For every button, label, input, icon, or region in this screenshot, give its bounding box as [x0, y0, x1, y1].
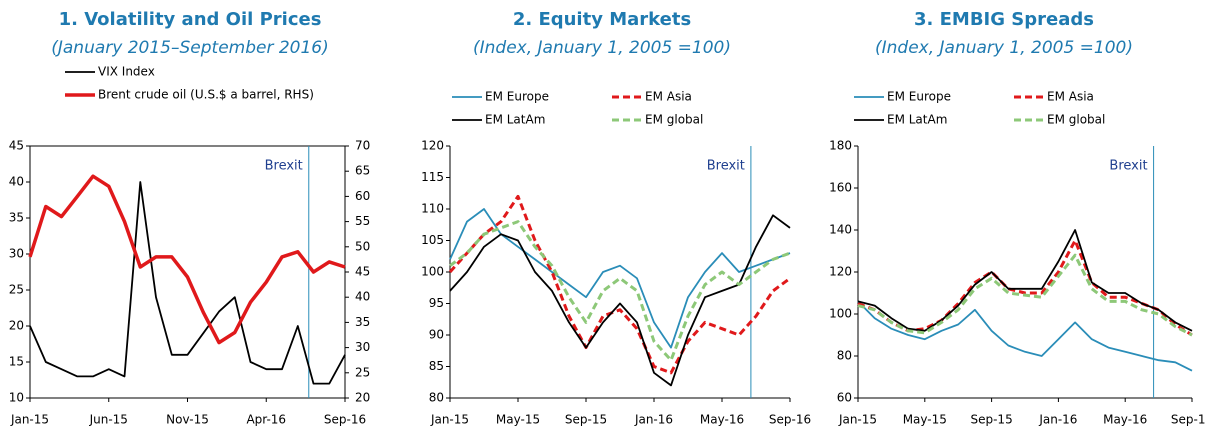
- chart-subtitle: (January 2015–September 2016): [51, 38, 329, 58]
- y2-tick-label: 40: [355, 290, 370, 304]
- y-tick-label: 115: [421, 170, 444, 184]
- x-tick-label: Jun-15: [89, 413, 128, 427]
- y-tick-label: 120: [421, 139, 444, 153]
- data-line: [857, 239, 1193, 337]
- data-line: [448, 194, 791, 375]
- x-tick-label: Jan-15: [10, 413, 49, 427]
- annotation-text: Brexit: [1109, 159, 1147, 174]
- data-line: [857, 253, 1193, 337]
- y-tick-label: 10: [9, 391, 24, 405]
- chart-title: 1. Volatility and Oil Prices: [59, 9, 322, 30]
- y-tick-label: 180: [829, 139, 852, 153]
- y2-tick-label: 30: [355, 340, 370, 354]
- data-line: [857, 229, 1193, 332]
- y2-tick-label: 65: [355, 164, 370, 178]
- data-line: [449, 208, 791, 349]
- chart-title: 3. EMBIG Spreads: [914, 9, 1094, 30]
- x-tick-label: Jan-16: [634, 413, 673, 427]
- y2-tick-label: 35: [355, 315, 370, 329]
- x-tick-label: Sep-16: [769, 413, 811, 427]
- y2-tick-label: 50: [355, 239, 370, 253]
- x-tick-label: May-15: [903, 413, 947, 427]
- data-line: [449, 214, 791, 387]
- legend-label: EM Asia: [645, 90, 692, 104]
- y-tick-label: 80: [429, 391, 444, 405]
- y2-tick-label: 25: [355, 365, 370, 379]
- y-tick-label: 25: [9, 283, 24, 297]
- chart-subtitle: (Index, January 1, 2005 =100): [875, 38, 1133, 58]
- y-tick-label: 160: [829, 181, 852, 195]
- x-tick-label: Jan-15: [430, 413, 469, 427]
- y-tick-label: 80: [837, 349, 852, 363]
- y-tick-label: 140: [829, 223, 852, 237]
- data-line: [449, 220, 791, 362]
- x-tick-label: Jan-15: [838, 413, 877, 427]
- y2-tick-label: 55: [355, 214, 370, 228]
- legend-label: EM global: [645, 113, 703, 127]
- y-tick-label: 100: [829, 307, 852, 321]
- x-tick-label: Sep-16: [1171, 413, 1206, 427]
- legend-label: Brent crude oil (U.S.$ a barrel, RHS): [98, 88, 314, 102]
- x-tick-label: Sep-15: [970, 413, 1012, 427]
- y-tick-label: 40: [9, 175, 24, 189]
- x-tick-label: Sep-16: [324, 413, 366, 427]
- chart-title: 2. Equity Markets: [513, 9, 691, 30]
- x-tick-label: Sep-15: [565, 413, 607, 427]
- x-tick-label: May-16: [700, 413, 744, 427]
- y-tick-label: 95: [429, 296, 444, 310]
- data-line: [29, 181, 346, 385]
- x-tick-label: Apr-16: [246, 413, 286, 427]
- legend-label: EM Asia: [1047, 90, 1094, 104]
- y-tick-label: 45: [9, 139, 24, 153]
- legend-label: VIX Index: [98, 65, 155, 79]
- y-tick-label: 35: [9, 211, 24, 225]
- legend-label: EM LatAm: [485, 113, 545, 127]
- y2-tick-label: 20: [355, 391, 370, 405]
- y-tick-label: 20: [9, 319, 24, 333]
- legend-label: EM global: [1047, 113, 1105, 127]
- x-tick-label: May-16: [1103, 413, 1147, 427]
- data-line: [857, 300, 1193, 372]
- y2-tick-label: 70: [355, 139, 370, 153]
- x-tick-label: Nov-15: [166, 413, 209, 427]
- annotation-text: Brexit: [265, 159, 303, 174]
- y2-tick-label: 60: [355, 189, 370, 203]
- annotation-text: Brexit: [707, 159, 745, 174]
- x-tick-label: Jan-16: [1038, 413, 1077, 427]
- y-tick-label: 120: [829, 265, 852, 279]
- legend-label: EM LatAm: [887, 113, 947, 127]
- y-tick-label: 60: [837, 391, 852, 405]
- y2-tick-label: 45: [355, 265, 370, 279]
- chart-subtitle: (Index, January 1, 2005 =100): [473, 38, 731, 58]
- y-tick-label: 90: [429, 328, 444, 342]
- y-tick-label: 105: [421, 233, 444, 247]
- legend-label: EM Europe: [887, 90, 951, 104]
- y-tick-label: 100: [421, 265, 444, 279]
- y-tick-label: 30: [9, 247, 24, 261]
- x-tick-label: May-15: [496, 413, 540, 427]
- y-tick-label: 85: [429, 359, 444, 373]
- data-line: [28, 174, 346, 345]
- y-tick-label: 15: [9, 355, 24, 369]
- y-tick-label: 110: [421, 202, 444, 216]
- legend-label: EM Europe: [485, 90, 549, 104]
